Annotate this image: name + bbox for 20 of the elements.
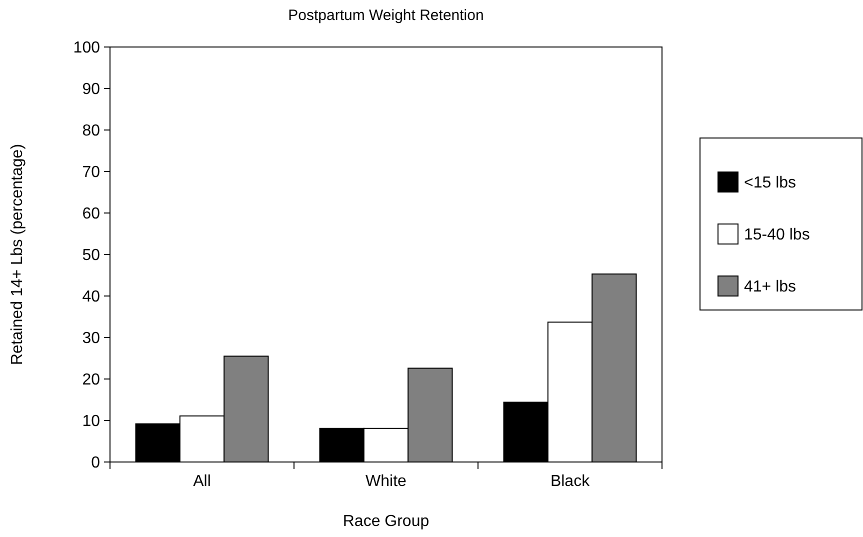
y-tick-label: 20 <box>82 372 100 389</box>
x-tick-label: All <box>193 473 211 490</box>
legend-label: 15-40 lbs <box>744 226 810 244</box>
y-tick-label: 60 <box>82 206 100 223</box>
y-tick-label: 90 <box>82 81 100 98</box>
x-axis-title: Race Group <box>342 513 430 530</box>
legend-label: 41+ lbs <box>744 278 796 296</box>
x-tick-label: White <box>366 473 407 490</box>
y-tick-label: 0 <box>91 454 100 472</box>
y-tick-label: 30 <box>82 330 100 348</box>
chart-title: Postpartum Weight Retention <box>288 7 484 24</box>
legend-label: <15 lbs <box>744 174 796 192</box>
y-axis-title: Retained 14+ Lbs (percentage) <box>9 144 26 366</box>
y-tick-label: 50 <box>82 247 100 264</box>
y-tick-label: 80 <box>82 122 100 140</box>
y-tick-label: 70 <box>82 164 100 182</box>
x-tick-label: Black <box>550 473 591 490</box>
y-tick-label: 100 <box>73 40 100 57</box>
y-tick-label: 40 <box>82 288 100 306</box>
y-tick-label: 10 <box>82 413 100 430</box>
